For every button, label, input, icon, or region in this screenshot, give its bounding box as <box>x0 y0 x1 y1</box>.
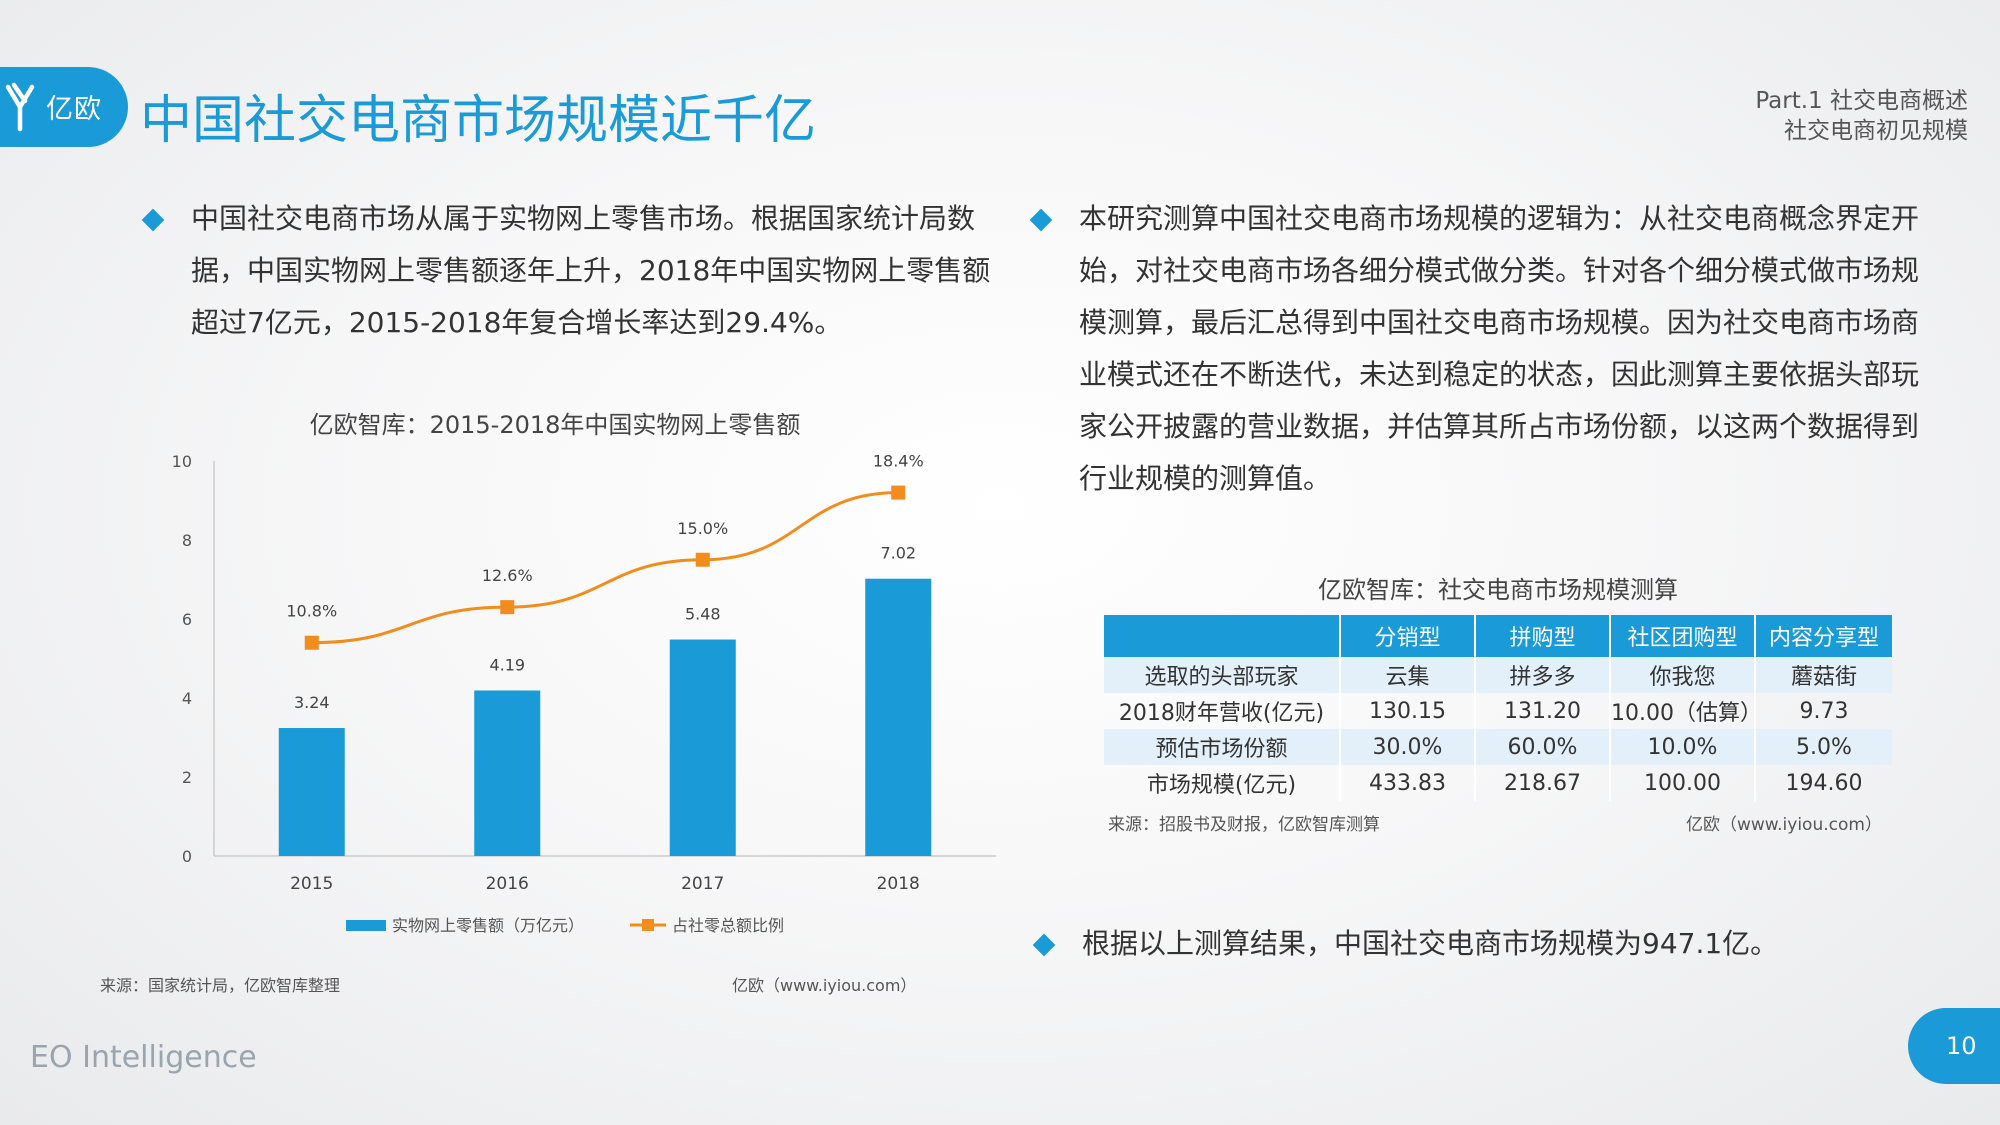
table-row: 预估市场份额 30.0% 60.0% 10.0% 5.0% <box>1104 729 1892 765</box>
table-cell: 194.60 <box>1754 765 1892 801</box>
legend-line-label: 占社零总额比例 <box>672 916 784 935</box>
table-title: 亿欧智库：社交电商市场规模测算 <box>1318 576 1678 604</box>
table-cell: 选取的头部玩家 <box>1104 657 1340 693</box>
series-line <box>311 491 899 645</box>
table-header-cell: 社区团购型 <box>1609 615 1755 657</box>
logo-text: 亿欧 <box>46 94 102 125</box>
line-data-label: 12.6% <box>482 566 533 585</box>
table-cell: 市场规模(亿元) <box>1146 773 1297 798</box>
table-cell: 2018财年营收(亿元) <box>1118 701 1325 726</box>
y-tick-label: 0 <box>182 847 192 866</box>
bar <box>865 578 932 856</box>
table-cell: 130.15 <box>1339 693 1475 729</box>
bar-data-label: 7.02 <box>880 544 916 563</box>
footer-brand: EO Intelligence <box>30 1040 257 1075</box>
line-point <box>500 600 515 615</box>
table-header-cell: 分销型 <box>1339 615 1475 657</box>
bar <box>474 690 541 856</box>
bar <box>669 639 736 856</box>
y-tick-label: 4 <box>182 689 192 708</box>
y-tick-label: 8 <box>182 531 192 550</box>
table-cell: 预估市场份额 <box>1104 729 1340 765</box>
table-source: 来源：招股书及财报，亿欧智库测算 <box>1108 815 1380 835</box>
chart-site: 亿欧（www.iyiou.com） <box>732 976 917 995</box>
bullet-bottom-text: 根据以上测算结果，中国社交电商市场规模为947.1亿。 <box>1082 927 1779 960</box>
bullet-left-text: 中国社交电商市场从属于实物网上零售市场。根据国家统计局数据，中国实物网上零售额逐… <box>191 202 991 339</box>
bar-data-label: 4.19 <box>489 655 525 674</box>
legend-line-marker <box>642 919 654 931</box>
chart-title: 亿欧智库：2015-2018年中国实物网上零售额 <box>309 411 801 439</box>
y-tick-label: 10 <box>172 452 192 471</box>
table-cell: 5.0% <box>1754 729 1892 765</box>
y-tick-label: 2 <box>182 768 192 787</box>
section-part: Part.1 社交电商概述 <box>1755 88 1968 114</box>
table-header-row: 分销型 拼购型 社区团购型 内容分享型 <box>1104 615 1892 657</box>
legend-bar-swatch <box>346 920 386 931</box>
line-point <box>695 552 710 567</box>
bullet-right: 本研究测算中国社交电商市场规模的逻辑为：从社交电商概念界定开始，对社交电商市场各… <box>1029 193 1923 505</box>
table-header-cell: 内容分享型 <box>1754 615 1892 657</box>
x-tick-label: 2018 <box>877 874 920 894</box>
line-point <box>891 485 906 500</box>
table-cell: 10.00（估算） <box>1609 693 1762 729</box>
table-cell: 60.0% <box>1474 729 1610 765</box>
table-cell: 云集 <box>1339 657 1475 693</box>
page-title: 中国社交电商市场规模近千亿 <box>140 91 817 151</box>
table-cell: 100.00 <box>1609 765 1755 801</box>
table-row: 2018财年营收(亿元) 130.15 131.20 10.00（估算） 9.7… <box>1104 693 1892 729</box>
bar-data-label: 3.24 <box>294 693 330 712</box>
line-data-label: 15.0% <box>677 519 728 538</box>
x-tick-label: 2016 <box>486 874 529 894</box>
table-cell: 拼多多 <box>1474 657 1610 693</box>
table-row: 市场规模(亿元) 433.83 218.67 100.00 194.60 <box>1104 765 1892 801</box>
yiou-logo-icon <box>5 82 35 132</box>
table-cell: 蘑菇街 <box>1754 657 1892 693</box>
x-tick-label: 2017 <box>681 874 724 894</box>
section-label: Part.1 社交电商概述 社交电商初见规模 <box>1755 86 1968 146</box>
bullet-bottom: 根据以上测算结果，中国社交电商市场规模为947.1亿。 <box>1032 918 1916 970</box>
y-tick-label: 6 <box>182 610 192 629</box>
x-tick-label: 2015 <box>290 874 333 894</box>
bullet-left: 中国社交电商市场从属于实物网上零售市场。根据国家统计局数据，中国实物网上零售额逐… <box>141 193 1005 349</box>
chart-source: 来源：国家统计局，亿欧智库整理 <box>100 976 341 995</box>
page-number: 10 <box>1946 1032 1977 1060</box>
diamond-bullet-icon <box>1032 933 1056 957</box>
bullet-right-text: 本研究测算中国社交电商市场规模的逻辑为：从社交电商概念界定开始，对社交电商市场各… <box>1079 202 1920 495</box>
line-data-label: 10.8% <box>286 602 337 621</box>
line-point <box>304 635 319 650</box>
logo-badge: 亿欧 <box>0 67 128 147</box>
table-site: 亿欧（www.iyiou.com） <box>1686 815 1882 835</box>
retail-chart: 0 2 4 6 8 10 2015 2016 2017 2018 3.24 4.19 5.48 7.02 1… <box>172 452 996 935</box>
table-cell: 218.67 <box>1474 765 1610 801</box>
section-subtitle: 社交电商初见规模 <box>1784 118 1968 144</box>
table-cell: 9.73 <box>1754 693 1892 729</box>
table-cell: 10.0% <box>1609 729 1755 765</box>
page-badge: 10 <box>1908 1008 2000 1084</box>
table-header-cell <box>1104 615 1340 657</box>
bar-data-label: 5.48 <box>685 605 721 624</box>
table-cell: 131.20 <box>1474 693 1610 729</box>
table-header-cell: 拼购型 <box>1474 615 1610 657</box>
table-cell: 你我您 <box>1609 657 1755 693</box>
market-table: 分销型 拼购型 社区团购型 内容分享型 选取的头部玩家 云集 拼多多 你我您 蘑… <box>1104 615 1892 801</box>
table-row: 选取的头部玩家 云集 拼多多 你我您 蘑菇街 <box>1104 657 1892 693</box>
bar <box>278 728 345 856</box>
legend-bar-label: 实物网上零售额（万亿元） <box>392 916 584 935</box>
line-data-label: 18.4% <box>873 452 924 471</box>
diamond-bullet-icon <box>1029 208 1053 232</box>
table-cell: 433.83 <box>1339 765 1475 801</box>
diamond-bullet-icon <box>141 208 165 232</box>
table-cell: 30.0% <box>1339 729 1475 765</box>
